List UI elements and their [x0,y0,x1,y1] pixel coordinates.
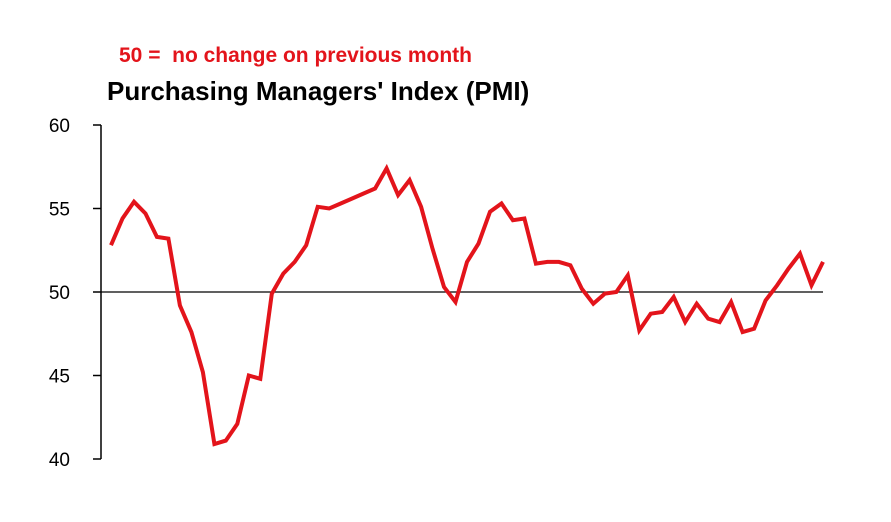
chart-note: 50 = no change on previous month [119,44,472,67]
y-axis: 60 55 50 45 40 [49,116,102,471]
series-line-0 [109,163,825,447]
chart-title: Purchasing Managers' Index (PMI) [107,76,530,106]
series-group [109,163,825,447]
y-tick-label: 60 [49,116,70,137]
y-tick-label: 40 [49,450,70,471]
y-tick-label: 45 [49,367,70,388]
y-tick-label: 55 [49,200,70,221]
y-tick-label: 50 [49,283,70,304]
